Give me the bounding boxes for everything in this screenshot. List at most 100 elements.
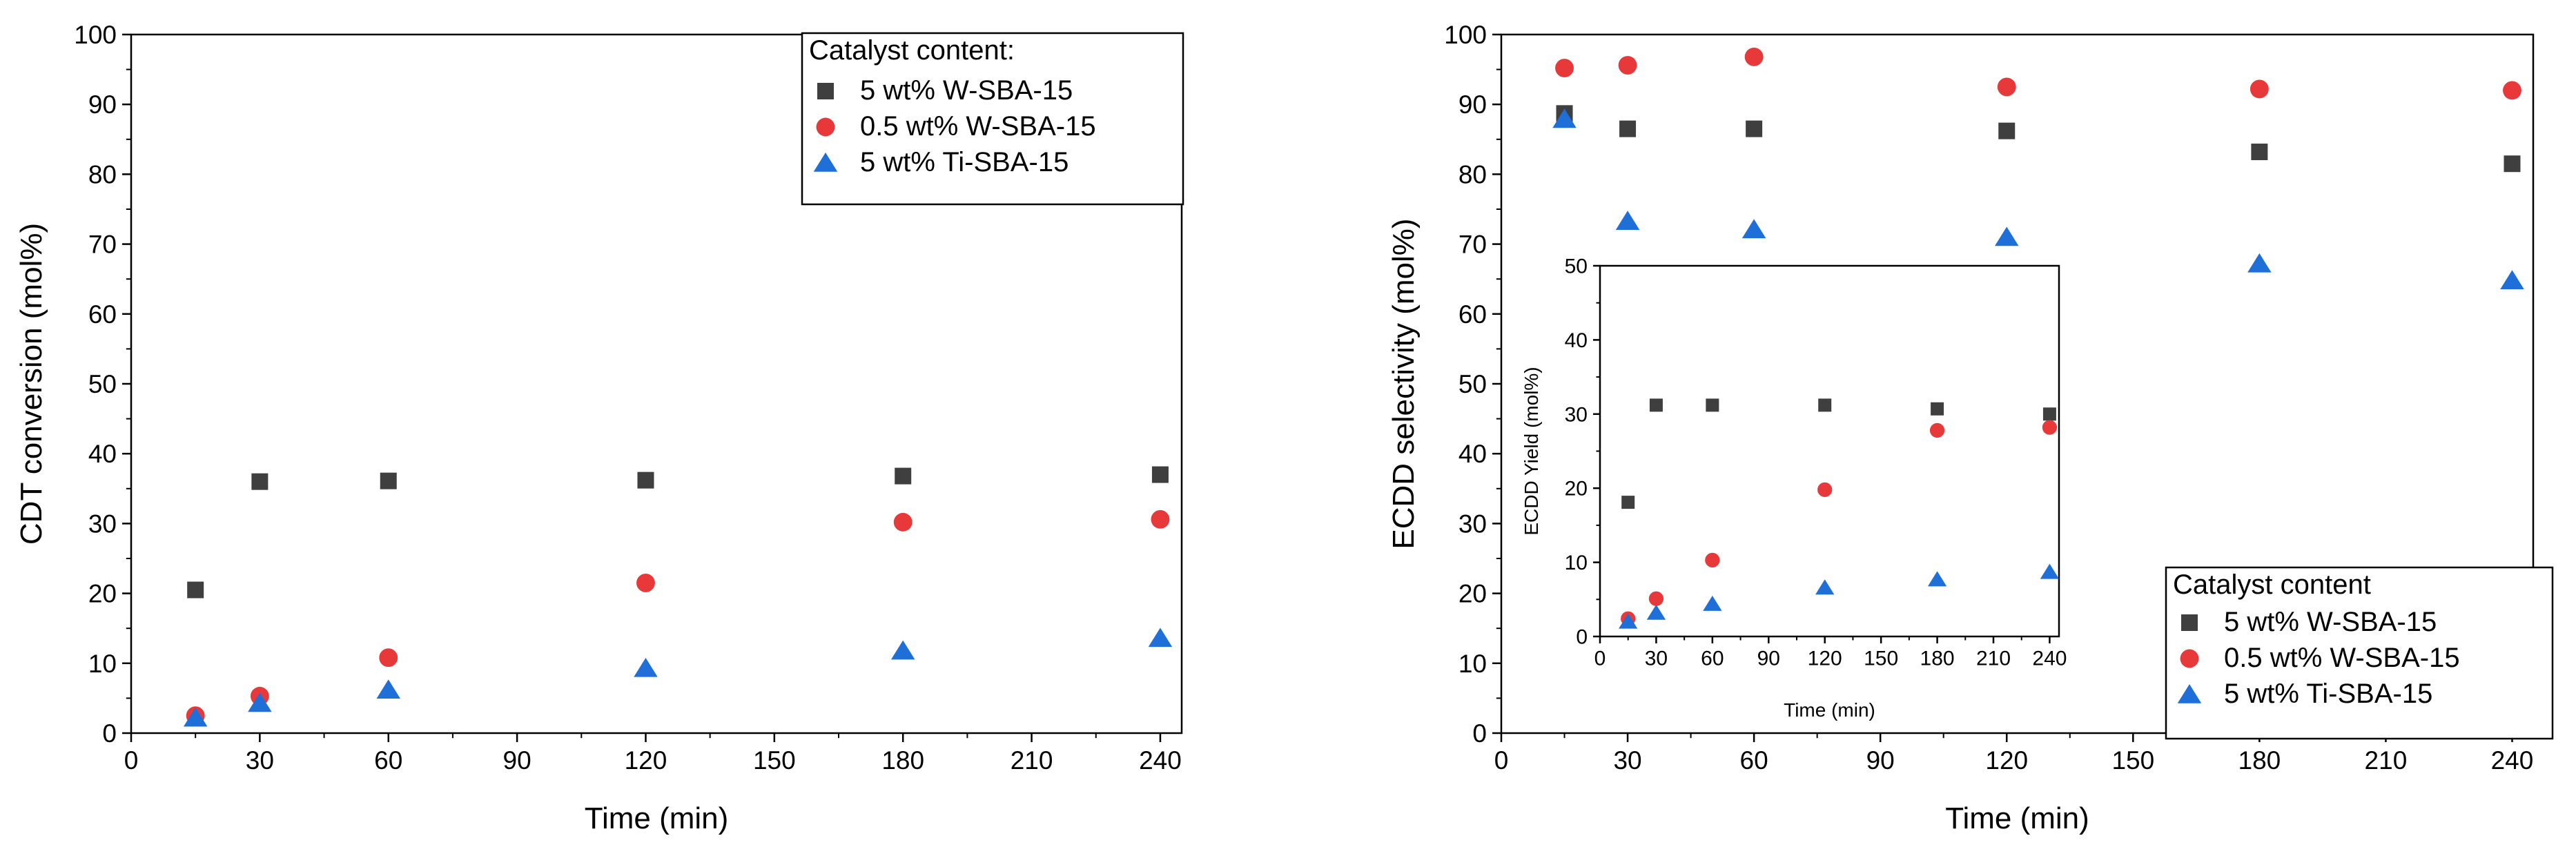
- left-y-axis-label: CDT conversion (mol%): [14, 223, 48, 545]
- right-x-tick-label: 30: [1613, 746, 1641, 775]
- left-series-0-point: [380, 472, 397, 489]
- right-series-1-point: [1744, 47, 1764, 66]
- right-series-2-point: [1741, 219, 1766, 239]
- left-series-2-point: [248, 692, 272, 712]
- left-y-tick-label: 50: [88, 370, 117, 398]
- left-series-0-point: [895, 467, 912, 485]
- right-x-axis-label: Time (min): [1945, 801, 2089, 835]
- left-legend-marker-1: [816, 117, 835, 137]
- right-series-2-point: [2500, 270, 2524, 289]
- inset-series-0-point: [1931, 402, 1944, 416]
- right-y-tick-label: 70: [1458, 231, 1487, 259]
- inset-x-tick-label: 120: [1808, 648, 1842, 670]
- right-y-tick-label: 60: [1458, 300, 1487, 329]
- right-y-tick-label: 0: [1472, 719, 1487, 748]
- inset-series-1-point: [2042, 420, 2058, 435]
- inset-x-tick-label: 0: [1594, 648, 1606, 670]
- right-series-0-point: [2251, 144, 2268, 161]
- left-series-0-point: [187, 581, 204, 599]
- right-y-tick-label: 30: [1458, 509, 1487, 538]
- left-x-tick-label: 120: [625, 746, 667, 775]
- right-x-tick-label: 180: [2238, 746, 2281, 775]
- right-legend-label-2: 5 wt% Ti-SBA-15: [2224, 679, 2432, 709]
- inset-series-1-point: [1648, 591, 1664, 606]
- right-series-2-point: [1552, 108, 1577, 128]
- inset-x-tick-label: 210: [1976, 648, 2011, 670]
- inset-series-0-point: [1818, 398, 1832, 412]
- left-x-tick-label: 180: [881, 746, 924, 775]
- left-x-tick-label: 60: [374, 746, 402, 775]
- right-y-tick-label: 20: [1458, 580, 1487, 608]
- inset-series-2-point: [1646, 604, 1666, 620]
- left-series-0-point: [1151, 466, 1169, 483]
- inset-x-tick-label: 180: [1920, 648, 1955, 670]
- left-x-tick-label: 210: [1011, 746, 1053, 775]
- left-y-tick-label: 100: [74, 21, 117, 49]
- left-series-0-point: [251, 473, 269, 490]
- right-x-tick-label: 0: [1494, 746, 1509, 775]
- inset-series-2-point: [1619, 613, 1638, 629]
- left-x-tick-label: 150: [753, 746, 796, 775]
- right-legend-marker-1: [2180, 649, 2199, 668]
- inset-y-tick-label: 50: [1565, 255, 1588, 278]
- left-y-tick-label: 40: [88, 440, 117, 468]
- left-series-2-point: [376, 679, 400, 699]
- inset-x-axis-label: Time (min): [1784, 699, 1875, 721]
- right-legend-marker-0: [2181, 614, 2198, 631]
- right-series-0-point: [1998, 122, 2016, 139]
- left-legend-label-2: 5 wt% Ti-SBA-15: [860, 147, 1069, 177]
- right-x-tick-label: 210: [2365, 746, 2408, 775]
- inset-y-tick-label: 0: [1576, 626, 1588, 649]
- inset-series-1-point: [1817, 482, 1833, 497]
- inset-x-tick-label: 90: [1757, 648, 1780, 670]
- inset-y-tick-label: 20: [1565, 478, 1588, 500]
- right-y-tick-label: 100: [1444, 21, 1487, 49]
- left-series-1-point: [636, 573, 655, 592]
- inset-x-tick-label: 150: [1864, 648, 1898, 670]
- left-legend-label-0: 5 wt% W-SBA-15: [860, 75, 1073, 106]
- inset-series-2-point: [2040, 563, 2060, 579]
- left-chart-panel: 0 30 60 90 120 150 180 210 240 0 10 20 30 40 50 60 70 80 9…: [14, 21, 1184, 835]
- left-y-tick-label: 20: [88, 580, 117, 608]
- right-y-tick-label: 10: [1458, 650, 1487, 678]
- right-legend-marker-2: [2177, 684, 2202, 703]
- left-series-2-point: [1148, 628, 1173, 648]
- left-y-tick-label: 70: [88, 231, 117, 259]
- left-x-tick-label: 90: [503, 746, 531, 775]
- left-y-tick-label: 0: [102, 719, 117, 748]
- left-y-tick-label: 90: [88, 90, 117, 119]
- left-x-tick-label: 30: [246, 746, 274, 775]
- left-y-tick-label: 10: [88, 650, 117, 678]
- left-legend-marker-2: [813, 153, 838, 172]
- inset-y-tick-label: 10: [1565, 552, 1588, 574]
- inset-chart-panel: 0 30 60 90 120 150 180 210 240 0 10 20 30 40 50 Time (m…: [1521, 255, 2067, 721]
- right-y-tick-label: 90: [1458, 90, 1487, 119]
- left-series-2-point: [183, 707, 208, 727]
- right-series-1-point: [1555, 59, 1574, 78]
- right-series-0-point: [1619, 120, 1637, 137]
- right-y-tick-label: 80: [1458, 160, 1487, 188]
- inset-series-0-point: [2042, 407, 2056, 421]
- left-series-1-point: [379, 648, 398, 668]
- right-series-2-point: [1994, 226, 2019, 246]
- inset-y-axis-label: ECDD Yield (mol%): [1521, 367, 1542, 535]
- right-series-0-point: [1746, 120, 1763, 137]
- left-series-2-point: [890, 640, 915, 660]
- left-x-tick-label: 240: [1139, 746, 1182, 775]
- right-x-tick-label: 120: [1985, 746, 2028, 775]
- right-legend-title: Catalyst content: [2173, 570, 2371, 600]
- right-legend-box: [2165, 566, 2554, 740]
- left-series-1-point: [893, 512, 913, 532]
- inset-x-tick-label: 30: [1645, 648, 1668, 670]
- inset-series-0-point: [1621, 496, 1635, 509]
- right-y-axis-label: ECDD selectivity (mol%): [1387, 218, 1421, 549]
- right-series-1-point: [1618, 56, 1637, 75]
- left-legend-marker-0: [817, 83, 834, 99]
- left-x-axis-label: Time (min): [585, 801, 729, 835]
- left-legend-box: [801, 32, 1184, 206]
- right-x-tick-label: 90: [1866, 746, 1895, 775]
- inset-series-1-point: [1929, 422, 1945, 438]
- left-y-tick-label: 30: [88, 509, 117, 538]
- inset-series-0-point: [1706, 398, 1719, 412]
- left-y-tick-label: 60: [88, 300, 117, 329]
